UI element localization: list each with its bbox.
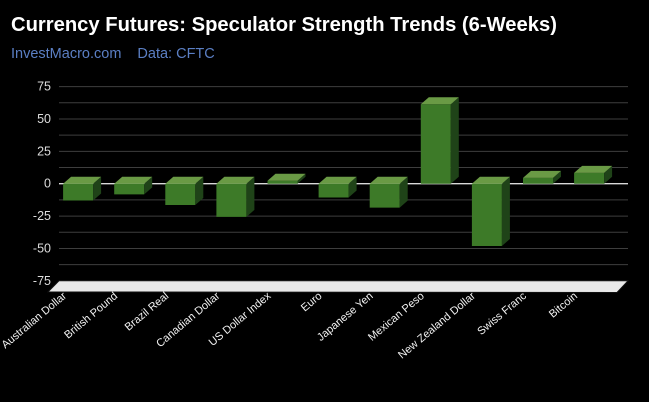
svg-text:50: 50 <box>37 112 51 126</box>
svg-text:-50: -50 <box>33 241 51 255</box>
svg-text:Australian Dollar: Australian Dollar <box>0 290 69 351</box>
svg-text:Euro: Euro <box>299 290 325 314</box>
svg-text:0: 0 <box>44 177 51 191</box>
svg-text:-25: -25 <box>33 209 51 223</box>
svg-text:Swiss Franc: Swiss Franc <box>475 290 529 338</box>
svg-text:25: 25 <box>37 144 51 158</box>
svg-text:75: 75 <box>37 80 51 94</box>
svg-text:Brazil Real: Brazil Real <box>123 290 171 333</box>
svg-text:British Pound: British Pound <box>62 290 120 341</box>
svg-text:Bitcoin: Bitcoin <box>547 290 580 320</box>
svg-text:-75: -75 <box>33 274 51 288</box>
